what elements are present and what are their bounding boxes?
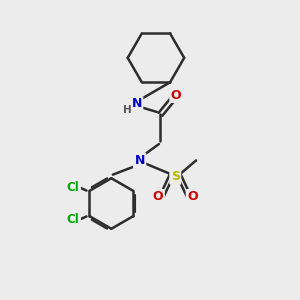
Text: N: N — [131, 98, 142, 110]
Text: O: O — [171, 88, 182, 101]
Text: Cl: Cl — [67, 213, 80, 226]
Text: O: O — [153, 190, 163, 203]
Text: N: N — [134, 154, 145, 167]
Text: H: H — [123, 106, 131, 116]
Text: S: S — [171, 170, 180, 183]
Text: O: O — [187, 190, 198, 203]
Text: Cl: Cl — [67, 182, 80, 194]
